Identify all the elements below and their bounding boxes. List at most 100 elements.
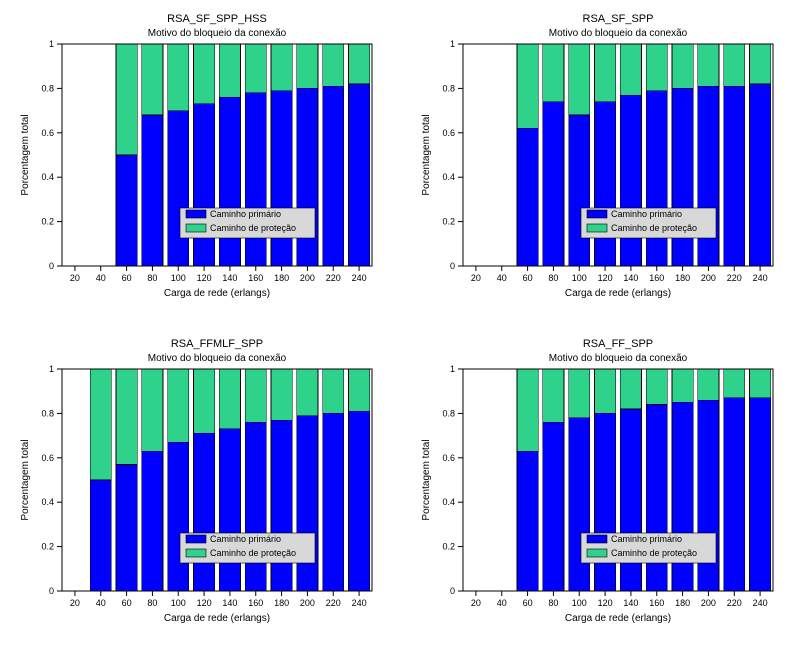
bar-primary — [569, 417, 590, 590]
panel-subtitle: Motivo do bloqueio da conexão — [148, 353, 287, 364]
ylabel: Porcentagem total — [421, 439, 432, 520]
bar-primary — [142, 451, 163, 591]
xlabel: Carga de rede (erlangs) — [164, 613, 270, 624]
ytick-label: 1 — [49, 364, 54, 374]
xtick-label: 120 — [598, 273, 613, 283]
xtick-label: 160 — [649, 598, 664, 608]
panel-title: RSA_FFMLF_SPP — [171, 338, 263, 350]
ytick-label: 0.8 — [442, 408, 455, 418]
legend-swatch — [186, 549, 206, 557]
xtick-label: 100 — [171, 598, 186, 608]
panel-title: RSA_SF_SPP — [583, 13, 654, 25]
chart-svg: RSA_FF_SPP Motivo do bloqueio da conexão 0… — [411, 335, 792, 641]
ytick-label: 0.8 — [41, 408, 54, 418]
ytick-label: 0 — [49, 586, 54, 596]
xlabel: Carga de rede (erlangs) — [164, 288, 270, 299]
xtick-label: 220 — [326, 273, 341, 283]
xtick-label: 200 — [300, 273, 315, 283]
xtick-label: 40 — [96, 273, 106, 283]
xtick-label: 120 — [197, 273, 212, 283]
panel-rsa_ff_spp: RSA_FF_SPP Motivo do bloqueio da conexão 0… — [411, 335, 792, 648]
chart-svg: RSA_FFMLF_SPP Motivo do bloqueio da conex… — [10, 335, 391, 641]
xtick-label: 20 — [70, 273, 80, 283]
bar-primary — [297, 415, 318, 590]
bar-primary — [698, 86, 719, 266]
xtick-label: 220 — [727, 273, 742, 283]
panel-subtitle: Motivo do bloqueio da conexão — [549, 353, 688, 364]
bar-primary — [594, 102, 615, 266]
bar-protection — [116, 369, 137, 464]
bar-protection — [90, 369, 111, 480]
legend-swatch — [186, 210, 206, 218]
legend-swatch — [587, 224, 607, 232]
bar-primary — [543, 422, 564, 591]
xtick-label: 140 — [222, 598, 237, 608]
panel-title: RSA_SF_SPP_HSS — [167, 13, 267, 25]
ytick-label: 0 — [49, 261, 54, 271]
legend-label: Caminho primário — [210, 534, 281, 544]
xtick-label: 180 — [675, 273, 690, 283]
bar-primary — [116, 464, 137, 591]
xtick-label: 200 — [701, 273, 716, 283]
panel-title: RSA_FF_SPP — [583, 338, 653, 350]
xtick-label: 200 — [701, 598, 716, 608]
chart-svg: RSA_SF_SPP_HSSMotivo do bloqueio da cone… — [10, 10, 391, 316]
bar-primary — [219, 97, 240, 266]
bar-protection — [517, 369, 538, 451]
ytick-label: 0 — [450, 261, 455, 271]
legend-swatch — [587, 210, 607, 218]
bar-protection — [543, 44, 564, 102]
bar-primary — [323, 86, 344, 266]
bar-protection — [348, 369, 369, 411]
ytick-label: 0.8 — [41, 83, 54, 93]
legend-label: Caminho de proteção — [210, 223, 296, 233]
bar-protection — [168, 44, 189, 111]
ytick-label: 0.2 — [41, 541, 54, 551]
bar-primary — [245, 93, 266, 266]
legend-swatch — [587, 535, 607, 543]
xtick-label: 60 — [523, 273, 533, 283]
bar-protection — [245, 369, 266, 422]
xtick-label: 40 — [96, 598, 106, 608]
xtick-label: 100 — [572, 273, 587, 283]
xtick-label: 220 — [727, 598, 742, 608]
legend-label: Caminho primário — [611, 209, 682, 219]
legend-label: Caminho de proteção — [611, 548, 697, 558]
xtick-label: 80 — [548, 598, 558, 608]
panel-rsa_sf_spp_hss: RSA_SF_SPP_HSSMotivo do bloqueio da cone… — [10, 10, 391, 323]
ylabel: Porcentagem total — [20, 439, 31, 520]
bar-protection — [672, 369, 693, 402]
bar-protection — [569, 44, 590, 115]
xtick-label: 200 — [300, 598, 315, 608]
bar-primary — [168, 442, 189, 591]
panel-rsa_ffmlf_spp: RSA_FFMLF_SPP Motivo do bloqueio da conex… — [10, 335, 391, 648]
bar-protection — [749, 44, 770, 84]
bar-protection — [142, 369, 163, 451]
bar-primary — [517, 128, 538, 266]
xtick-label: 80 — [147, 273, 157, 283]
bar-primary — [620, 95, 641, 266]
ytick-label: 0.4 — [41, 497, 54, 507]
bar-protection — [348, 44, 369, 84]
ytick-label: 0.4 — [442, 497, 455, 507]
bar-protection — [646, 369, 667, 405]
bar-primary — [724, 86, 745, 266]
ytick-label: 0.4 — [442, 172, 455, 182]
ytick-label: 1 — [450, 364, 455, 374]
bar-primary — [594, 413, 615, 591]
xtick-label: 60 — [122, 598, 132, 608]
xtick-label: 120 — [598, 598, 613, 608]
bar-protection — [569, 369, 590, 418]
bar-protection — [297, 369, 318, 416]
bar-protection — [672, 44, 693, 88]
xtick-label: 240 — [352, 273, 367, 283]
bar-primary — [749, 397, 770, 590]
bar-primary — [646, 91, 667, 266]
legend-label: Caminho de proteção — [210, 548, 296, 558]
ytick-label: 0.4 — [41, 172, 54, 182]
bar-protection — [323, 369, 344, 413]
xtick-label: 20 — [70, 598, 80, 608]
bar-primary — [116, 155, 137, 266]
xtick-label: 20 — [471, 598, 481, 608]
xtick-label: 60 — [523, 598, 533, 608]
